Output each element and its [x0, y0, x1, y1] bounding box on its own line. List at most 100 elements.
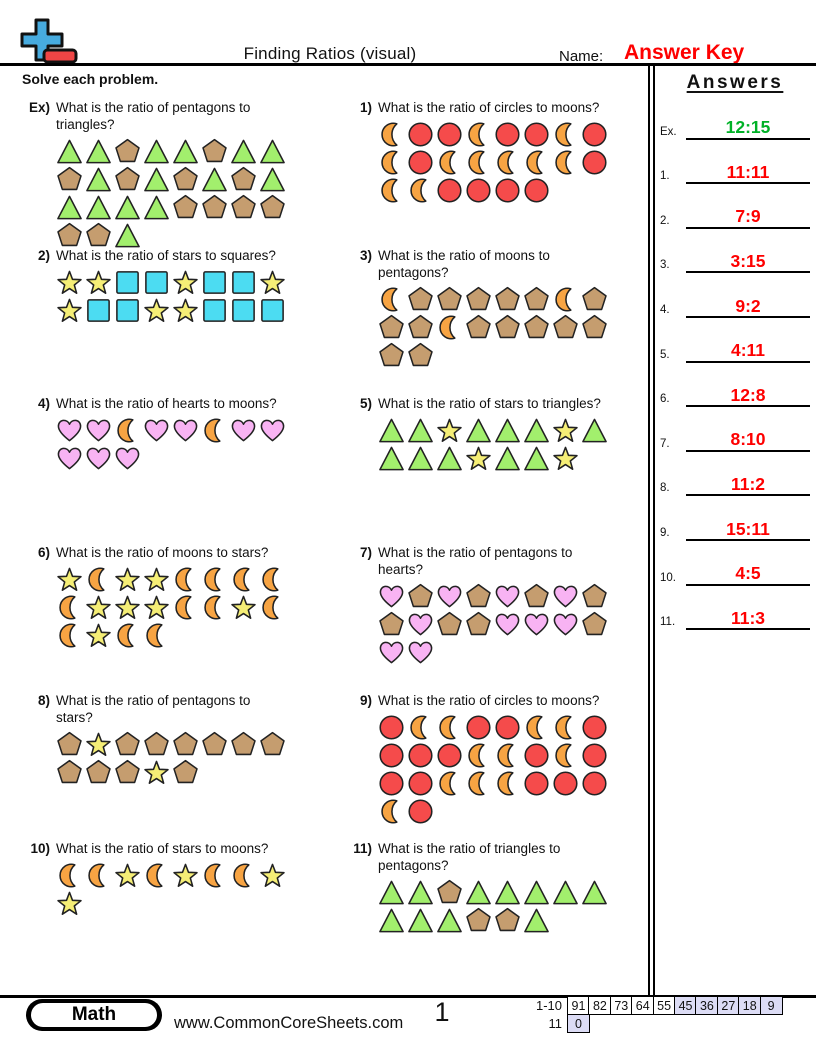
square-shape-icon — [232, 299, 255, 323]
moon-shape-icon — [381, 799, 398, 824]
problem-question: What is the ratio of pentagons to stars? — [56, 692, 251, 725]
answer-number-label: 2. — [660, 214, 670, 227]
problem-question: What is the ratio of moons to stars? — [56, 544, 269, 560]
shape-row — [56, 417, 286, 444]
score-cell: 91 — [567, 996, 590, 1015]
answer-value: 11:3 — [686, 608, 810, 631]
heart-shape-icon — [379, 585, 404, 607]
problem-5: 5) What is the ratio of stars to triangle… — [344, 393, 644, 541]
triangle-shape-icon — [202, 167, 227, 192]
triangle-shape-icon — [582, 419, 607, 443]
header-rule — [0, 63, 816, 66]
problem-number: 8) — [37, 692, 50, 708]
heart-shape-icon — [408, 641, 433, 663]
triangle-shape-icon — [86, 167, 111, 192]
shape-row — [378, 907, 608, 934]
pentagon-shape-icon — [437, 287, 462, 311]
square-shape-icon — [203, 299, 226, 323]
problem-body: What is the ratio of circles to moons? — [378, 692, 608, 838]
heart-shape-icon — [173, 419, 198, 442]
circle-shape-icon — [524, 771, 549, 796]
moon-shape-icon — [468, 150, 485, 175]
triangle-shape-icon — [524, 880, 549, 905]
problem-shape-grid — [378, 121, 608, 204]
pentagon-shape-icon — [553, 315, 578, 339]
score-cell: 55 — [652, 996, 676, 1015]
triangle-shape-icon — [379, 419, 404, 443]
moon-shape-icon — [381, 287, 398, 312]
answer-row: 4. 9:2 — [660, 273, 810, 318]
answer-number-label: 11. — [660, 616, 676, 629]
moon-shape-icon — [59, 595, 76, 619]
pentagon-shape-icon — [408, 315, 433, 339]
pentagon-shape-icon — [466, 583, 491, 607]
moon-shape-icon — [59, 623, 76, 647]
problem-question: What is the ratio of stars to moons? — [56, 840, 269, 856]
square-shape-icon — [87, 299, 110, 323]
moon-shape-icon — [439, 150, 456, 175]
triangle-shape-icon — [553, 880, 578, 905]
moon-shape-icon — [555, 743, 572, 768]
score-cell: 0 — [567, 1014, 590, 1034]
pentagon-shape-icon — [495, 315, 520, 339]
pentagon-shape-icon — [202, 194, 227, 219]
moon-shape-icon — [117, 623, 134, 647]
answer-row: 8. 11:2 — [660, 452, 810, 497]
triangle-shape-icon — [144, 139, 169, 164]
answer-number-label: 9. — [660, 526, 670, 539]
answer-row: 9. 15:11 — [660, 496, 810, 541]
pentagon-shape-icon — [495, 287, 520, 311]
problem-body: What is the ratio of stars to squares? — [56, 247, 286, 393]
circle-shape-icon — [379, 715, 404, 740]
moon-shape-icon — [468, 771, 485, 796]
triangle-shape-icon — [524, 908, 549, 933]
pentagon-shape-icon — [466, 611, 491, 635]
pentagon-shape-icon — [115, 138, 140, 163]
triangle-shape-icon — [260, 167, 285, 192]
page-number: 1 — [434, 997, 450, 1027]
pentagon-shape-icon — [524, 315, 549, 339]
heart-shape-icon — [495, 585, 520, 607]
score-cell: 64 — [631, 996, 655, 1015]
pentagon-shape-icon — [57, 222, 82, 247]
pentagon-shape-icon — [524, 583, 549, 607]
score-row: 1-10 91 82 73 64 55 45 36 27 18 9 — [532, 996, 783, 1016]
score-cell: 45 — [674, 996, 698, 1015]
moon-shape-icon — [204, 595, 221, 619]
score-row: 11 0 — [532, 1014, 783, 1034]
answer-row: 7. 8:10 — [660, 407, 810, 452]
moon-shape-icon — [555, 150, 572, 175]
heart-shape-icon — [231, 419, 256, 442]
circle-shape-icon — [582, 715, 607, 740]
moon-shape-icon — [497, 150, 514, 175]
moon-shape-icon — [233, 567, 250, 591]
shape-row — [56, 862, 286, 889]
circle-shape-icon — [524, 178, 549, 203]
circle-shape-icon — [379, 743, 404, 768]
star-shape-icon — [231, 595, 256, 619]
pentagon-shape-icon — [582, 611, 607, 635]
answer-row: 5. 4:11 — [660, 318, 810, 363]
problem-question: What is the ratio of triangles to pentag… — [378, 840, 561, 873]
shape-row — [378, 149, 608, 176]
moon-shape-icon — [204, 863, 221, 888]
star-shape-icon — [553, 419, 578, 443]
shape-row — [378, 177, 608, 204]
star-shape-icon — [144, 760, 169, 784]
pentagon-shape-icon — [57, 759, 82, 783]
subject-badge-label: Math — [31, 1003, 157, 1027]
shape-row — [378, 583, 608, 610]
answer-row: Ex. 12:15 — [660, 95, 810, 140]
problem-ex: Ex) What is the ratio of pentagons to tri… — [22, 97, 344, 248]
pentagon-shape-icon — [115, 731, 140, 755]
problem-shape-grid — [56, 862, 286, 917]
heart-shape-icon — [144, 419, 169, 442]
shape-row — [56, 269, 286, 296]
problem-4: 4) What is the ratio of hearts to moons? — [22, 393, 344, 541]
problem-shape-grid — [378, 417, 608, 472]
problem-question: What is the ratio of stars to triangles? — [378, 396, 601, 412]
star-shape-icon — [437, 419, 462, 443]
answer-number-label: 6. — [660, 393, 670, 406]
moon-shape-icon — [468, 743, 485, 768]
